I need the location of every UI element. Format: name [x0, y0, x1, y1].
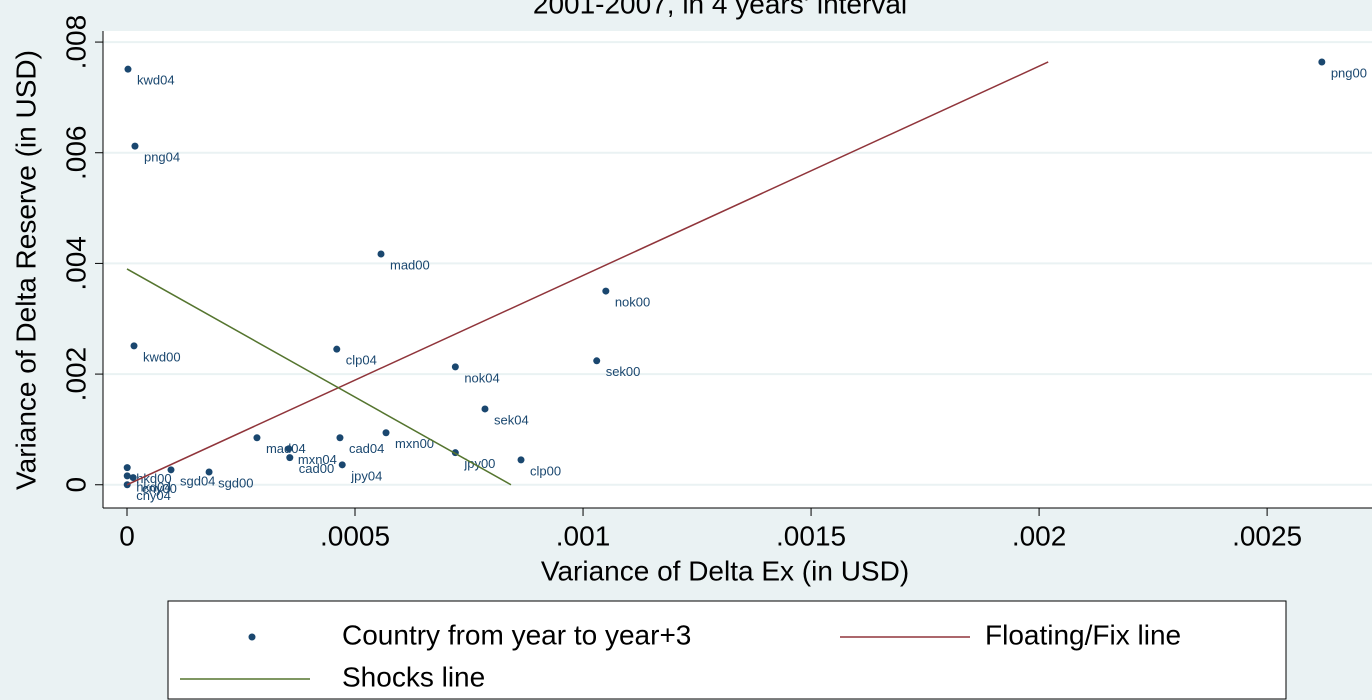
point [124, 65, 132, 73]
point [123, 472, 131, 480]
y-tick-label: .006 [60, 125, 91, 180]
point [377, 250, 385, 258]
point-label: clp04 [346, 353, 377, 368]
point [602, 287, 610, 295]
point [333, 345, 341, 353]
point [131, 142, 139, 150]
point-label: cad00 [299, 461, 334, 476]
y-tick-label: .004 [60, 236, 91, 291]
point [129, 474, 137, 482]
y-tick-label: 0 [60, 477, 91, 493]
legend-swatch [248, 633, 256, 641]
point-label: cny00 [142, 481, 177, 496]
point-label: sgd04 [180, 473, 215, 488]
y-tick-label: .002 [60, 347, 91, 402]
point [123, 464, 131, 472]
point-label: png00 [1331, 65, 1367, 80]
point [451, 363, 459, 371]
point [382, 429, 390, 437]
legend-label: Shocks line [342, 661, 485, 692]
point-label: clp00 [530, 463, 561, 478]
point [253, 434, 261, 442]
x-tick-label: .0005 [320, 520, 390, 551]
point [1318, 58, 1326, 66]
x-tick-label: 0 [119, 520, 135, 551]
point-label: sek04 [494, 412, 529, 427]
point [205, 468, 213, 476]
point [481, 405, 489, 413]
point-label: kwd00 [143, 349, 181, 364]
point-label: jpy00 [463, 456, 495, 471]
point-label: sgd00 [218, 475, 253, 490]
fit-line [126, 268, 512, 486]
legend-label: Floating/Fix line [985, 619, 1181, 650]
point-label: cad04 [349, 441, 384, 456]
plot-area [103, 31, 1372, 508]
x-tick-label: .0025 [1232, 520, 1302, 551]
point-label: jpy04 [350, 468, 382, 483]
point [285, 445, 293, 453]
point [338, 461, 346, 469]
point-label: mxn04 [298, 452, 337, 467]
point-label: nok04 [464, 370, 499, 385]
point-label: mad00 [390, 257, 430, 272]
point [517, 456, 525, 464]
point-label: nok00 [615, 295, 650, 310]
point-label: hkd04 [136, 479, 171, 494]
y-tick-label: .008 [60, 15, 91, 70]
point-label: mxn00 [395, 436, 434, 451]
y-axis-label: Variance of Delta Reserve (in USD) [10, 50, 41, 490]
point-label: hkd00 [136, 471, 171, 486]
x-tick-label: .0015 [776, 520, 846, 551]
point [130, 342, 138, 350]
x-tick-label: .002 [1012, 520, 1067, 551]
x-tick-label: .001 [556, 520, 611, 551]
point [336, 434, 344, 442]
point [593, 357, 601, 365]
x-axis-label: Variance of Delta Ex (in USD) [541, 555, 909, 586]
legend-box [167, 600, 1287, 700]
fit-line [126, 61, 1049, 486]
point-label: cny04 [136, 488, 171, 503]
point-label: png04 [144, 150, 180, 165]
point-label: sek00 [606, 364, 641, 379]
point-label: kwd04 [137, 73, 175, 88]
chart-title: 2001-2007, in 4 years' interval [533, 0, 907, 19]
legend-label: Country from year to year+3 [342, 619, 691, 650]
point [167, 466, 175, 474]
point [286, 454, 294, 462]
